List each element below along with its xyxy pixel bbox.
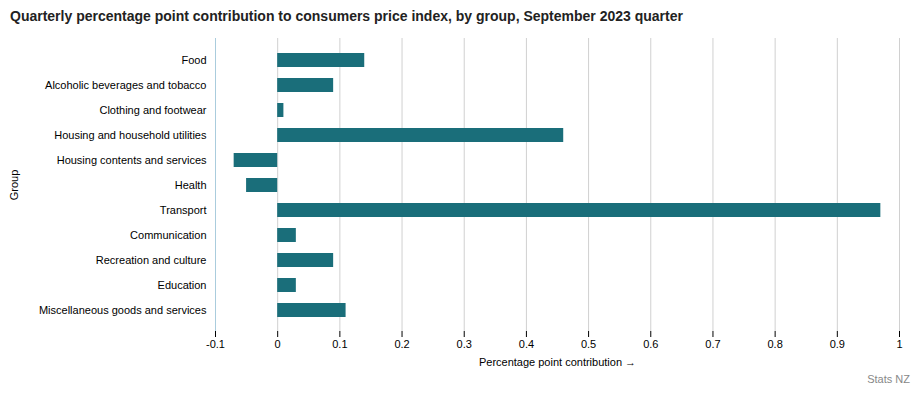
svg-text:0.4: 0.4 <box>519 338 534 350</box>
svg-text:0.1: 0.1 <box>332 338 347 350</box>
svg-text:0.6: 0.6 <box>643 338 658 350</box>
svg-text:Recreation and culture: Recreation and culture <box>96 254 207 266</box>
svg-text:-0.1: -0.1 <box>206 338 225 350</box>
html-text:Quarterly percentage point con: Quarterly percentage point contribution … <box>10 8 683 24</box>
svg-text:0.2: 0.2 <box>394 338 409 350</box>
svg-text:Housing contents and services: Housing contents and services <box>57 154 207 166</box>
svg-text:Percentage point contribution: Percentage point contribution → <box>479 356 636 368</box>
svg-text:Alcoholic beverages and tobacc: Alcoholic beverages and tobacco <box>45 79 206 91</box>
svg-text:1: 1 <box>896 338 902 350</box>
svg-text:0.8: 0.8 <box>767 338 782 350</box>
svg-text:Miscellaneous goods and servic: Miscellaneous goods and services <box>39 304 207 316</box>
svg-text:0.3: 0.3 <box>457 338 472 350</box>
svg-text:Food: Food <box>181 54 206 66</box>
svg-text:Health: Health <box>175 179 207 191</box>
svg-text:0.5: 0.5 <box>581 338 596 350</box>
svg-text:0.9: 0.9 <box>830 338 845 350</box>
svg-text:Group: Group <box>8 170 20 201</box>
svg-text:Communication: Communication <box>130 229 206 241</box>
svg-text:Clothing and footwear: Clothing and footwear <box>99 104 206 116</box>
svg-text:Education: Education <box>158 279 207 291</box>
html-text:Stats NZ: Stats NZ <box>867 373 910 385</box>
svg-text:0: 0 <box>275 338 281 350</box>
svg-text:Transport: Transport <box>160 204 207 216</box>
svg-text:0.7: 0.7 <box>705 338 720 350</box>
svg-text:Housing and household utilitie: Housing and household utilities <box>54 129 207 141</box>
